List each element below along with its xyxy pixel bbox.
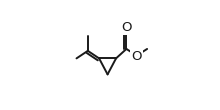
- Text: O: O: [121, 21, 132, 34]
- Text: O: O: [132, 50, 142, 62]
